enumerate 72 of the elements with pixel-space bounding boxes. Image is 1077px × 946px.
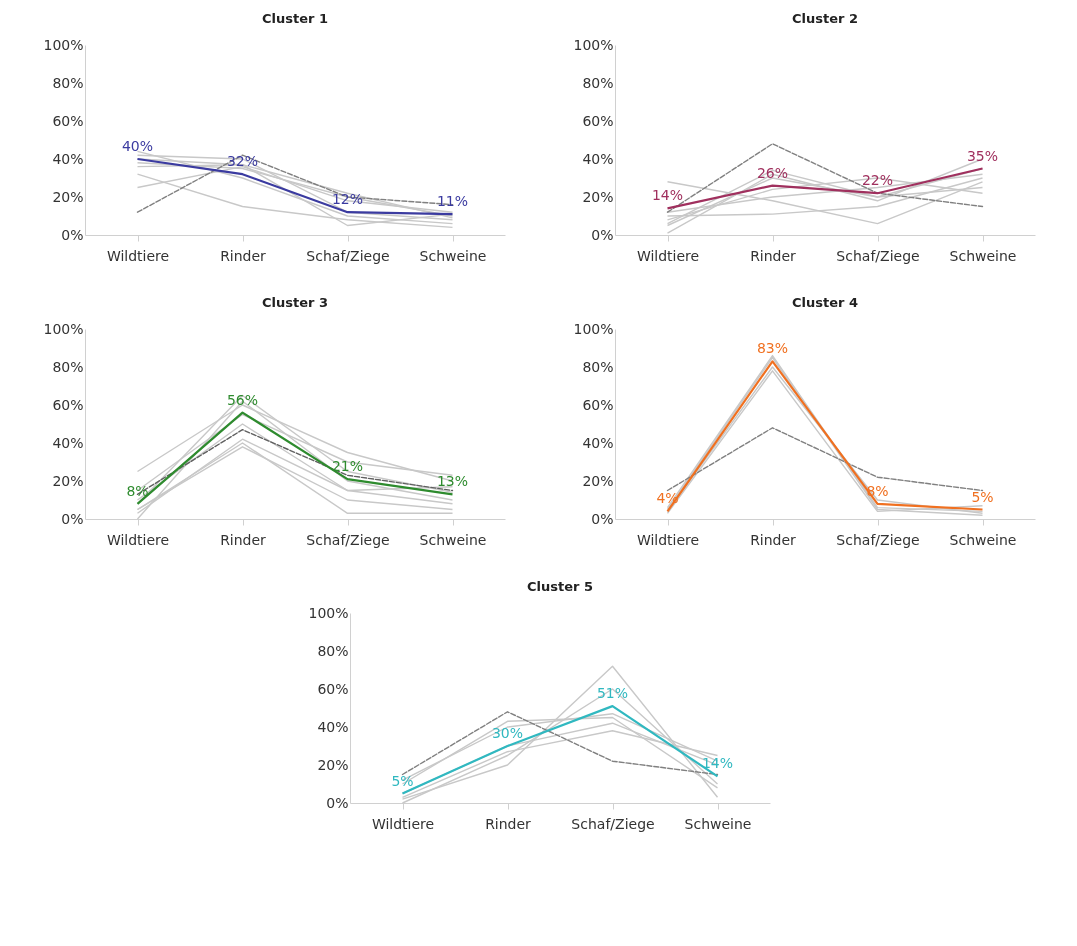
chart-title: Cluster 3 <box>261 295 329 310</box>
y-tick-label: 60% <box>582 396 614 413</box>
x-tick-label: Schweine <box>419 247 487 264</box>
y-tick-label: 20% <box>52 472 84 489</box>
y-tick-label: 0% <box>591 226 614 243</box>
y-tick-label: 60% <box>317 680 349 697</box>
data-label: 22% <box>861 172 894 189</box>
x-tick-label: Schaf/Ziege <box>306 247 390 264</box>
y-tick-label: 100% <box>43 36 84 53</box>
x-tick-label: Wildtiere <box>106 531 170 548</box>
y-tick-label: 40% <box>317 718 349 735</box>
data-label: 14% <box>651 187 684 204</box>
y-tick-label: 0% <box>591 510 614 527</box>
y-tick-label: 40% <box>582 150 614 167</box>
y-tick-label: 20% <box>52 188 84 205</box>
data-label: 83% <box>756 340 789 357</box>
y-tick-label: 20% <box>582 188 614 205</box>
y-tick-label: 0% <box>61 510 84 527</box>
y-tick-label: 20% <box>317 756 349 773</box>
data-label: 11% <box>436 193 469 210</box>
x-tick-label: Rinder <box>750 531 797 548</box>
data-label: 5% <box>971 488 994 505</box>
y-tick-label: 80% <box>52 358 84 375</box>
chart-title: Cluster 5 <box>526 579 594 594</box>
x-tick-label: Schweine <box>949 531 1017 548</box>
data-label: 51% <box>596 685 629 702</box>
data-label: 35% <box>966 147 999 164</box>
y-tick-label: 80% <box>582 358 614 375</box>
x-tick-label: Wildtiere <box>371 815 435 832</box>
x-tick-label: Rinder <box>750 247 797 264</box>
y-tick-label: 80% <box>52 74 84 91</box>
y-tick-label: 100% <box>573 36 614 53</box>
y-tick-label: 60% <box>582 112 614 129</box>
data-label: 56% <box>226 391 259 408</box>
x-tick-label: Rinder <box>220 531 267 548</box>
chart-title: Cluster 2 <box>791 11 859 26</box>
x-tick-label: Schweine <box>949 247 1017 264</box>
x-tick-label: Schaf/Ziege <box>836 247 920 264</box>
y-tick-label: 40% <box>52 434 84 451</box>
chart-title: Cluster 1 <box>261 11 329 26</box>
y-tick-label: 100% <box>308 604 349 621</box>
x-tick-label: Wildtiere <box>636 247 700 264</box>
data-label: 12% <box>331 191 364 208</box>
y-tick-label: 60% <box>52 112 84 129</box>
x-tick-label: Schweine <box>684 815 752 832</box>
data-label: 13% <box>436 473 469 490</box>
x-tick-label: Wildtiere <box>636 531 700 548</box>
y-tick-label: 0% <box>326 794 349 811</box>
x-tick-label: Rinder <box>220 247 267 264</box>
chart-title: Cluster 4 <box>791 295 859 310</box>
x-tick-label: Schaf/Ziege <box>306 531 390 548</box>
y-tick-label: 100% <box>43 320 84 337</box>
y-tick-label: 80% <box>582 74 614 91</box>
x-tick-label: Schaf/Ziege <box>571 815 655 832</box>
data-label: 32% <box>226 153 259 170</box>
data-label: 40% <box>121 138 154 154</box>
y-tick-label: 80% <box>317 642 349 659</box>
data-label: 30% <box>491 725 524 741</box>
x-tick-label: Rinder <box>485 815 532 832</box>
data-label: 26% <box>756 164 789 181</box>
x-tick-label: Schweine <box>419 531 487 548</box>
x-tick-label: Wildtiere <box>106 247 170 264</box>
data-label: 5% <box>391 772 414 789</box>
y-tick-label: 40% <box>582 434 614 451</box>
data-label: 14% <box>701 755 734 772</box>
y-tick-label: 40% <box>52 150 84 167</box>
x-tick-label: Schaf/Ziege <box>836 531 920 548</box>
y-tick-label: 60% <box>52 396 84 413</box>
data-label: 21% <box>331 458 364 475</box>
y-tick-label: 20% <box>582 472 614 489</box>
y-tick-label: 0% <box>61 226 84 243</box>
y-tick-label: 100% <box>573 320 614 337</box>
